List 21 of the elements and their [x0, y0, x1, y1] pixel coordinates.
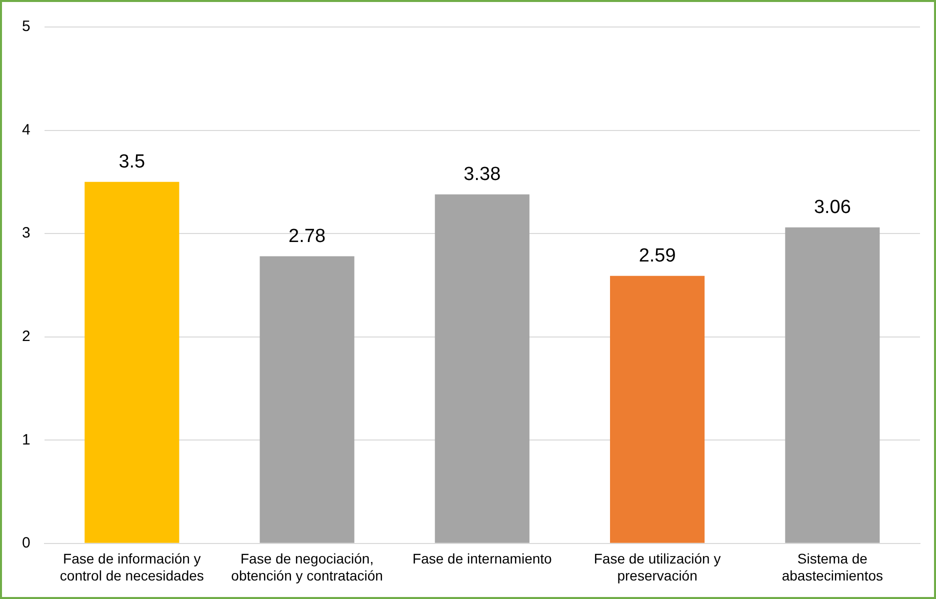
bar	[84, 182, 180, 543]
data-label: 3.38	[464, 164, 501, 186]
bar	[434, 194, 530, 543]
bar	[785, 227, 880, 543]
y-tick-label: 0	[22, 534, 30, 552]
y-tick-label: 4	[22, 121, 30, 138]
y-tick-label: 5	[22, 18, 30, 36]
y-tick-label: 1	[22, 431, 30, 448]
y-tick-label: 3	[22, 224, 30, 242]
y-tick-label: 2	[22, 328, 30, 345]
x-tick-label: Sistema de abastecimientos	[782, 550, 884, 584]
bar	[610, 276, 705, 543]
data-label: 3.5	[118, 152, 146, 173]
data-label: 2.59	[638, 246, 676, 267]
data-label: 3.06	[814, 197, 851, 218]
x-tick-label: Fase de utilización y preservación	[594, 550, 721, 584]
bar	[260, 256, 354, 543]
x-tick-label: Fase de internamiento	[412, 550, 552, 567]
data-label: 2.78	[288, 226, 326, 248]
x-tick-label: Fase de información y control de necesidades	[60, 550, 204, 584]
x-tick-label: Fase de negociación, obtención y contratación	[231, 550, 383, 584]
